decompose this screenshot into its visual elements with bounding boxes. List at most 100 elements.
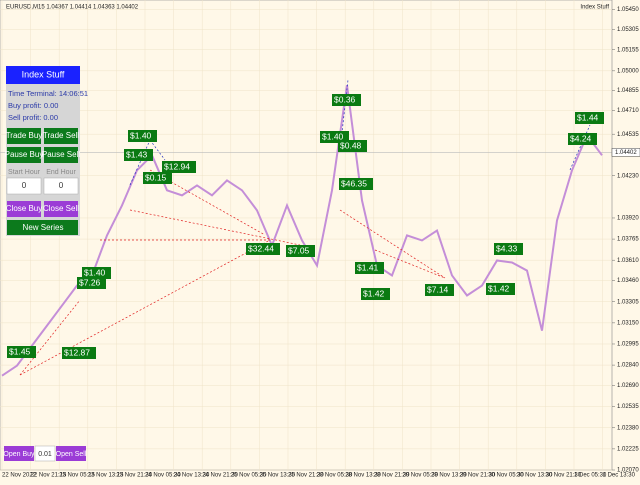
y-tick-label: 1.03460 xyxy=(617,278,639,284)
y-tick-label: 1.02380 xyxy=(617,425,639,431)
trade-line xyxy=(129,209,301,246)
current-price-box xyxy=(611,148,640,157)
trade-line xyxy=(19,299,81,376)
lot-value: 0.01 xyxy=(38,451,52,458)
open-buy-label: Open Buy xyxy=(3,451,35,458)
trade-buy-button[interactable] xyxy=(7,128,41,144)
pause-sell-button[interactable] xyxy=(44,147,78,163)
start-hour-label: Start Hour xyxy=(8,169,41,176)
trade-label: $46.35 xyxy=(341,178,367,188)
x-tick-label: 29 Nov 13:30 xyxy=(431,473,467,479)
trade-line xyxy=(569,124,591,171)
x-tick-label: 28 Nov 21:30 xyxy=(374,473,410,479)
trade-label: $0.15 xyxy=(145,172,167,182)
trade-label-box xyxy=(486,283,515,295)
trade-label-box xyxy=(355,262,384,274)
trade-sell-button[interactable] xyxy=(44,128,78,144)
trade-line xyxy=(374,249,446,279)
trade-label-box xyxy=(361,288,390,300)
y-tick-label: 1.03610 xyxy=(617,258,639,264)
trade-label: $1.40 xyxy=(322,131,344,141)
trade-label: $1.40 xyxy=(84,267,106,277)
trade-label: $1.44 xyxy=(577,112,599,122)
y-tick-label: 1.04855 xyxy=(617,88,639,94)
y-tick-label: 1.02840 xyxy=(617,363,639,369)
open-sell-label: Open Sell xyxy=(56,451,87,458)
x-tick-label: 28 Nov 05:30 xyxy=(317,473,353,479)
trade-line xyxy=(149,139,166,161)
y-tick-label: 1.05450 xyxy=(617,7,639,13)
x-tick-label: 22 Nov 21:15 xyxy=(31,473,67,479)
x-tick-label: 1 Dec 13:30 xyxy=(603,473,636,479)
x-tick-label: 23 Nov 05:15 xyxy=(59,473,95,479)
trade-label-box xyxy=(575,112,604,124)
pause-sell-label: Pause Sell xyxy=(42,150,80,159)
y-tick-label: 1.05000 xyxy=(617,68,639,74)
panel-title: Index Stuff xyxy=(22,69,65,79)
trade-label-box xyxy=(62,347,96,359)
y-tick-label: 1.03150 xyxy=(617,320,639,326)
x-tick-label: 25 Nov 13:30 xyxy=(259,473,295,479)
trade-label-box xyxy=(568,133,597,145)
trade-line xyxy=(19,239,271,376)
open-buy-button[interactable] xyxy=(4,446,34,461)
x-tick-label: 23 Nov 13:15 xyxy=(88,473,124,479)
x-tick-label: 24 Nov 13:30 xyxy=(174,473,210,479)
trade-label: $1.45 xyxy=(9,346,31,356)
pause-buy-label: Pause Buy xyxy=(5,150,44,159)
trade-label-box xyxy=(286,245,315,257)
start-hour-input[interactable] xyxy=(6,177,42,195)
trade-label-box xyxy=(143,172,172,184)
trade-line xyxy=(339,209,446,279)
new-series-button[interactable] xyxy=(7,220,78,235)
start-hour-value: 0 xyxy=(22,181,27,190)
trade-label: $1.42 xyxy=(488,283,510,293)
x-tick-label: 24 Nov 05:30 xyxy=(145,473,181,479)
open-sell-button[interactable] xyxy=(56,446,86,461)
y-tick-label: 1.05305 xyxy=(617,27,639,33)
trade-label: $1.42 xyxy=(363,288,385,298)
end-hour-input[interactable] xyxy=(43,177,79,195)
trade-label-box xyxy=(338,140,367,152)
x-tick-label: 30 Nov 05:30 xyxy=(488,473,524,479)
trade-label: $7.05 xyxy=(288,245,310,255)
lot-input[interactable] xyxy=(34,445,56,462)
trade-label: $1.41 xyxy=(357,262,379,272)
new-series-label: New Series xyxy=(23,223,64,232)
trade-label: $0.36 xyxy=(334,94,356,104)
trade-label: $0.48 xyxy=(340,140,362,150)
x-tick-label: 29 Nov 05:30 xyxy=(402,473,438,479)
y-tick-label: 1.02995 xyxy=(617,342,639,348)
buy-profit: Buy profit: 0.00 xyxy=(8,101,58,110)
y-tick-label: 1.03920 xyxy=(617,216,639,222)
y-tick-label: 1.03765 xyxy=(617,237,639,243)
symbol-info: EURUSD,M15 1.04367 1.04414 1.04363 1.044… xyxy=(6,5,139,11)
trade-label-box xyxy=(162,161,196,173)
price-line xyxy=(1,85,603,377)
x-tick-label: 30 Nov 13:30 xyxy=(517,473,553,479)
trade-label: $7.14 xyxy=(427,284,449,294)
y-tick-label: 1.03305 xyxy=(617,299,639,305)
x-tick-label: 28 Nov 13:30 xyxy=(345,473,381,479)
trade-label: $32.44 xyxy=(248,243,274,253)
pause-buy-button[interactable] xyxy=(7,147,41,163)
close-sell-label: Close Sell xyxy=(43,204,79,213)
y-tick-label: 1.04535 xyxy=(617,132,639,138)
y-tick-label: 1.02535 xyxy=(617,404,639,410)
close-sell-button[interactable] xyxy=(44,201,78,217)
trade-label-box xyxy=(128,130,157,142)
trade-label: $12.94 xyxy=(164,161,190,171)
close-buy-label: Close Buy xyxy=(6,204,42,213)
trade-buy-label: Trade Buy xyxy=(6,131,43,140)
trade-line xyxy=(129,139,151,186)
close-buy-button[interactable] xyxy=(7,201,41,217)
x-tick-label: 22 Nov 2022 xyxy=(2,473,37,479)
trade-label-box xyxy=(339,178,373,190)
y-tick-label: 1.05155 xyxy=(617,47,639,53)
trade-label: $1.43 xyxy=(126,149,148,159)
buy-lines xyxy=(129,79,591,186)
trade-label-box xyxy=(332,94,361,106)
sell-profit: Sell profit: 0.00 xyxy=(8,113,58,122)
x-tick-label: 25 Nov 21:30 xyxy=(288,473,324,479)
